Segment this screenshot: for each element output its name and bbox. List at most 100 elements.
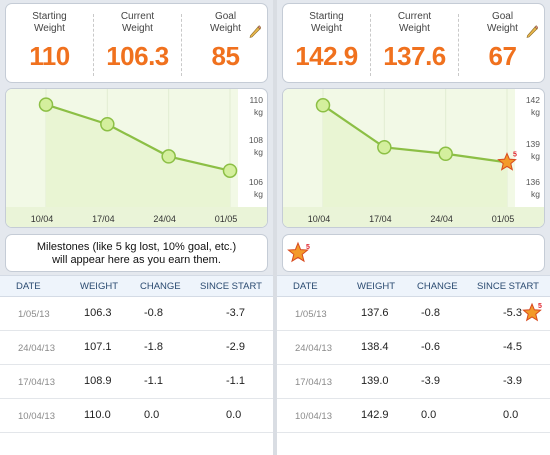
since-start-cell: -3.9: [503, 375, 522, 387]
weight-cell: 138.4: [361, 341, 389, 353]
panel-right: Starting Weight 142.9 Current Weight 137…: [277, 0, 550, 455]
since-start-cell: 0.0: [226, 409, 242, 421]
since-start-cell: -2.9: [226, 341, 245, 353]
weight-data-point[interactable]: [38, 97, 54, 112]
weight-data-point[interactable]: [100, 116, 115, 132]
x-tick-label: 10/04: [308, 214, 331, 224]
date-cell: 1/05/13: [18, 309, 50, 320]
col-since-start-header: SINCE START: [477, 281, 539, 292]
current-weight-value: 106.3: [106, 41, 169, 71]
x-tick-label: 24/04: [153, 214, 176, 224]
x-tick-label: 01/05: [492, 214, 515, 224]
goal-weight-stat[interactable]: Goal Weight 67: [459, 4, 546, 84]
col-weight-header: WEIGHT: [80, 281, 118, 292]
table-row[interactable]: 10/04/13 110.0 0.0 0.0: [0, 399, 273, 433]
weight-cell: 142.9: [361, 409, 389, 421]
y-tick-unit: kg: [254, 107, 263, 117]
weight-line-chart: 142 kg 139 kg 136 kg 10/04 17/04 24/04 01/05 5: [283, 89, 544, 227]
weight-chart-card: 142 kg 139 kg 136 kg 10/04 17/04 24/04 01/05 5: [282, 88, 545, 228]
weight-area-fill: [46, 104, 230, 207]
milestone-star-icon[interactable]: 5: [522, 301, 544, 323]
since-start-cell: -1.1: [226, 375, 245, 387]
weight-stats-card: Starting Weight 110 Current Weight 106.3…: [5, 3, 268, 83]
col-weight-header: WEIGHT: [357, 281, 395, 292]
stat-separator: [458, 14, 459, 76]
table-row[interactable]: 17/04/13 139.0 -3.9 -3.9: [277, 365, 550, 399]
weight-chart-card: 110 kg 108 kg 106 kg 10/04 17/04 24/04 01/05: [5, 88, 268, 228]
weight-area-fill: [323, 105, 507, 207]
change-cell: 0.0: [421, 409, 437, 421]
weight-cell: 107.1: [84, 341, 112, 353]
starting-weight-label: Starting Weight: [32, 11, 67, 34]
goal-weight-stat[interactable]: Goal Weight 85: [182, 4, 269, 84]
date-cell: 10/04/13: [295, 411, 332, 422]
since-start-cell: -3.7: [226, 307, 245, 319]
starting-weight-value: 110: [29, 41, 70, 71]
weight-data-point[interactable]: [222, 163, 238, 178]
milestones-card: 5: [282, 234, 545, 272]
starting-weight-stat: Starting Weight 142.9: [283, 4, 370, 84]
weight-cell: 108.9: [84, 375, 112, 387]
pencil-edit-icon[interactable]: [526, 24, 538, 38]
change-cell: -0.8: [144, 307, 163, 319]
starting-weight-value: 142.9: [295, 41, 358, 71]
row-star-badge: 5: [538, 303, 542, 310]
table-row[interactable]: 24/04/13 107.1 -1.8 -2.9: [0, 331, 273, 365]
milestone-star-badge: 5: [306, 244, 310, 251]
x-axis-band: [6, 207, 267, 227]
current-weight-label: Current Weight: [397, 11, 432, 34]
date-cell: 17/04/13: [18, 377, 55, 388]
panel-divider: [273, 0, 277, 455]
weight-data-point[interactable]: [315, 98, 331, 113]
y-tick-unit: kg: [531, 151, 540, 161]
change-cell: -3.9: [421, 375, 440, 387]
change-cell: -0.8: [421, 307, 440, 319]
weight-series-line: [45, 103, 231, 172]
starting-weight-label: Starting Weight: [309, 11, 344, 34]
weight-line-chart: 110 kg 108 kg 106 kg 10/04 17/04 24/04 01/05: [6, 89, 267, 227]
current-weight-stat: Current Weight 137.6: [371, 4, 458, 84]
table-row[interactable]: 24/04/13 138.4 -0.6 -4.5: [277, 331, 550, 365]
starting-weight-stat: Starting Weight 110: [6, 4, 93, 84]
milestones-placeholder-text: Milestones (like 5 kg lost, 10% goal, et…: [36, 241, 237, 266]
weight-data-point[interactable]: [161, 149, 176, 164]
x-tick-label: 17/04: [369, 214, 392, 224]
history-table-header: DATE WEIGHT CHANGE SINCE START: [277, 275, 550, 297]
change-cell: -0.6: [421, 341, 440, 353]
chart-star-badge: 5: [513, 151, 517, 158]
y-tick-label: 142: [526, 95, 540, 105]
col-since-start-header: SINCE START: [200, 281, 262, 292]
y-tick-unit: kg: [531, 107, 540, 117]
change-cell: 0.0: [144, 409, 160, 421]
change-cell: -1.1: [144, 375, 163, 387]
date-cell: 10/04/13: [18, 411, 55, 422]
weight-series-line: [322, 104, 508, 164]
since-start-cell: -5.3: [503, 307, 522, 319]
milestone-star-icon[interactable]: 5: [287, 241, 313, 267]
date-cell: 24/04/13: [18, 343, 55, 354]
goal-weight-value: 67: [488, 41, 517, 71]
goal-weight-label: Goal Weight: [210, 11, 241, 34]
pencil-edit-icon[interactable]: [249, 24, 261, 38]
since-start-cell: 0.0: [503, 409, 519, 421]
stat-separator: [370, 14, 371, 76]
table-row[interactable]: 10/04/13 142.9 0.0 0.0: [277, 399, 550, 433]
milestone-star-marker-icon[interactable]: [497, 152, 517, 171]
weight-cell: 106.3: [84, 307, 112, 319]
table-row[interactable]: 1/05/13 106.3 -0.8 -3.7: [0, 297, 273, 331]
weight-cell: 110.0: [84, 409, 111, 421]
col-date-header: DATE: [16, 281, 41, 292]
x-tick-label: 24/04: [430, 214, 453, 224]
table-row[interactable]: 1/05/13 137.6 -0.8 -5.3 5: [277, 297, 550, 331]
weight-data-point[interactable]: [438, 146, 453, 162]
goal-weight-label: Goal Weight: [487, 11, 518, 34]
table-row[interactable]: 17/04/13 108.9 -1.1 -1.1: [0, 365, 273, 399]
current-weight-value: 137.6: [383, 41, 446, 71]
x-tick-label: 01/05: [215, 214, 238, 224]
panel-left: Starting Weight 110 Current Weight 106.3…: [0, 0, 273, 455]
date-cell: 24/04/13: [295, 343, 332, 354]
milestones-card: Milestones (like 5 kg lost, 10% goal, et…: [5, 234, 268, 272]
date-cell: 1/05/13: [295, 309, 327, 320]
weight-data-point[interactable]: [377, 140, 392, 155]
stat-separator: [181, 14, 182, 76]
